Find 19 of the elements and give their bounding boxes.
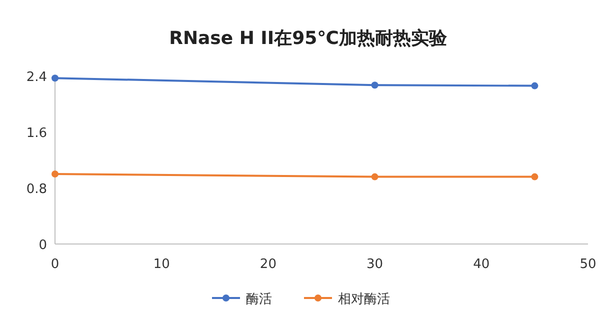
point — [531, 82, 538, 90]
legend-label: 相对酶活 — [338, 292, 390, 307]
legend-label: 酶活 — [246, 292, 272, 307]
chart-title: RNase H II在95℃加热耐热实验 — [169, 28, 448, 49]
x-tick-label: 0 — [50, 257, 60, 272]
x-tick-label: 10 — [153, 257, 170, 272]
point — [371, 82, 378, 89]
y-tick-label: 0 — [38, 238, 47, 253]
point — [371, 173, 378, 180]
x-tick-label: 30 — [366, 257, 384, 272]
x-tick-label: 40 — [473, 257, 490, 272]
x-tick-label: 20 — [260, 257, 276, 272]
y-tick-label: 0.8 — [26, 182, 47, 197]
point — [531, 173, 538, 180]
y-tick-label: 2.4 — [26, 70, 47, 85]
point — [52, 170, 58, 178]
y-tick-label: 1.6 — [26, 126, 47, 141]
x-tick-label: 50 — [580, 257, 596, 272]
point — [52, 74, 58, 82]
